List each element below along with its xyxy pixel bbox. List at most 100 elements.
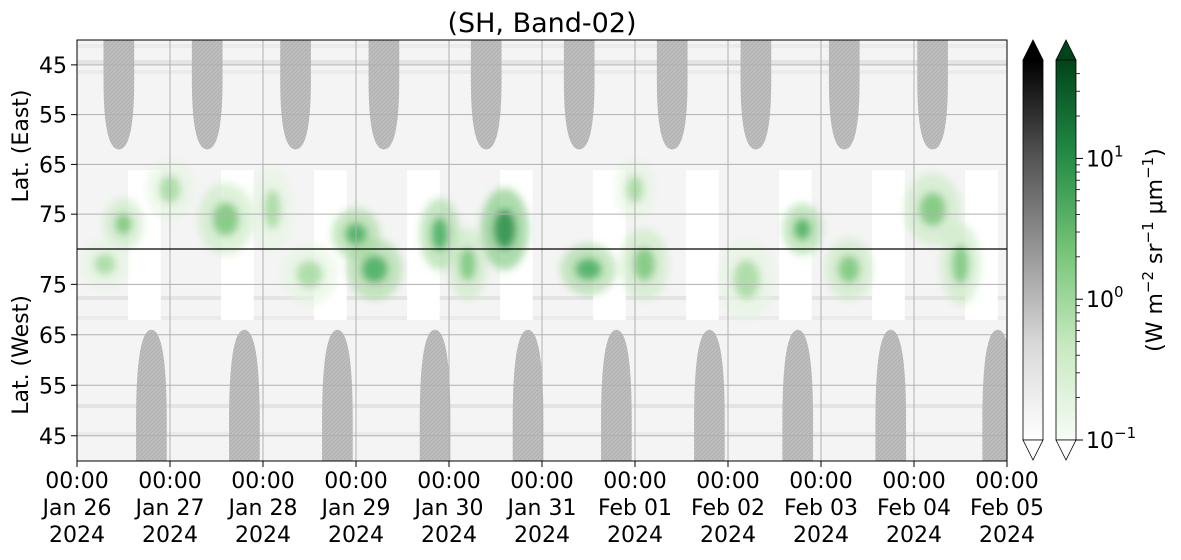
colorbar-green <box>1055 59 1077 441</box>
xtick-label-line: 2024 <box>700 523 756 548</box>
night-gap-east <box>368 40 400 150</box>
colorbar-extend-bottom <box>1055 439 1077 461</box>
xtick-label: 00:00 Feb 04 2024 <box>877 469 951 548</box>
xtick-label-line: Feb 03 <box>784 496 858 521</box>
y-axis: 45 55 65 75 75 65 55 45 <box>39 54 77 450</box>
xtick-label: 00:00 Jan 27 2024 <box>134 469 205 548</box>
night-gap-west <box>694 329 725 461</box>
cbar-label-exp2: −1 <box>1139 221 1157 243</box>
xtick-label-line: 00:00 <box>324 469 387 494</box>
xtick-label-line: 2024 <box>49 523 105 548</box>
night-gap-east <box>917 40 948 150</box>
cbar-label-prefix: (W m <box>1143 293 1168 352</box>
colorbars: 101 100 10−1 <box>1022 39 1136 461</box>
xtick-label: 00:00 Feb 05 2024 <box>970 469 1044 548</box>
xtick-label-line: Jan 28 <box>227 496 298 521</box>
xtick-label-line: 2024 <box>979 523 1035 548</box>
colorbar-extend-top <box>1055 39 1077 61</box>
ytick-label: 65 <box>39 153 67 178</box>
green-patch <box>919 192 946 226</box>
cbar-label-suffix: ) <box>1143 148 1168 157</box>
xtick-label-line: Jan 29 <box>320 496 391 521</box>
night-gap-west <box>982 329 1007 461</box>
chart-title: (SH, Band-02) <box>447 8 636 39</box>
xtick-label: 00:00 Jan 28 2024 <box>227 469 298 548</box>
green-patch <box>296 260 323 289</box>
xtick-label-line: 00:00 <box>510 469 573 494</box>
night-gap-east <box>470 40 502 150</box>
xtick-label-line: 00:00 <box>975 469 1038 494</box>
grid-lines <box>77 40 1007 461</box>
ytick-label: 55 <box>39 104 67 129</box>
xtick-label-line: 00:00 <box>882 469 945 494</box>
colorbar-label: (W m−2 sr−1 μm−1) <box>1139 148 1168 352</box>
green-patch <box>794 218 811 240</box>
xtick-label-line: Feb 01 <box>598 496 672 521</box>
night-gap-west <box>512 329 544 461</box>
xtick-label-line: 2024 <box>328 523 384 548</box>
xtick-label-line: Feb 05 <box>970 496 1044 521</box>
green-patch <box>459 247 476 281</box>
xtick-label-line: 00:00 <box>696 469 759 494</box>
night-gap-east <box>280 40 311 150</box>
xtick-label-line: Feb 02 <box>691 496 765 521</box>
xtick-label-line: Jan 30 <box>413 496 484 521</box>
xtick-label-line: 00:00 <box>138 469 201 494</box>
cbar-label-exp1: −2 <box>1139 271 1157 293</box>
night-gap-west <box>322 329 353 461</box>
xtick-label-line: 00:00 <box>789 469 852 494</box>
xtick-label: 00:00 Jan 26 2024 <box>41 469 112 548</box>
green-patch <box>633 247 656 281</box>
green-patches <box>80 158 981 321</box>
plot-area <box>77 40 1007 461</box>
night-gap-east <box>828 40 860 150</box>
xtick-label: 00:00 Feb 01 2024 <box>598 469 672 548</box>
ylabel-west: Lat. (West) <box>9 295 34 415</box>
night-gap-west <box>601 329 632 461</box>
xtick-label-line: 2024 <box>793 523 849 548</box>
green-patch <box>838 255 860 283</box>
night-gap-west <box>136 329 167 461</box>
ytick-label: 55 <box>39 374 67 399</box>
xtick-label-line: 2024 <box>886 523 942 548</box>
colorbar-tick-label: 100 <box>1086 283 1124 313</box>
colorbar-tick-label: 10−1 <box>1086 424 1136 454</box>
xtick-label-line: Feb 04 <box>877 496 951 521</box>
green-patch <box>494 209 516 249</box>
night-gap-east <box>191 40 223 150</box>
xtick-label-line: 2024 <box>142 523 198 548</box>
night-gap-west <box>229 329 260 461</box>
green-patch <box>94 253 116 275</box>
colorbar-extend-bottom <box>1022 439 1044 461</box>
night-gap-east <box>656 40 688 150</box>
xtick-label: 00:00 Jan 29 2024 <box>320 469 391 548</box>
xtick-label-line: 2024 <box>607 523 663 548</box>
green-patch <box>431 217 449 251</box>
night-gap-west <box>782 329 814 461</box>
green-patch <box>212 202 239 236</box>
colorbar-extend-top <box>1022 39 1044 61</box>
cbar-label-mid1: sr <box>1143 242 1168 270</box>
ytick-label: 45 <box>39 54 67 79</box>
ytick-label: 75 <box>39 203 67 228</box>
xtick-label: 00:00 Feb 02 2024 <box>691 469 765 548</box>
xtick-label-line: 00:00 <box>231 469 294 494</box>
night-gaps <box>103 40 1007 461</box>
clear-region <box>686 170 719 320</box>
xtick-label-line: Jan 27 <box>134 496 205 521</box>
green-patch <box>263 189 281 229</box>
xtick-label-line: 2024 <box>514 523 570 548</box>
xtick-label-line: Jan 26 <box>41 496 112 521</box>
ylabel-east: Lat. (East) <box>9 90 34 203</box>
ytick-label: 65 <box>39 324 67 349</box>
ytick-label: 45 <box>39 425 67 450</box>
ytick-label: 75 <box>39 273 67 298</box>
night-gap-west <box>875 329 907 461</box>
xtick-label-line: 00:00 <box>417 469 480 494</box>
xtick-label-line: 00:00 <box>603 469 666 494</box>
xtick-label: 00:00 Feb 03 2024 <box>784 469 858 548</box>
xtick-label: 00:00 Jan 30 2024 <box>413 469 484 548</box>
clear-region <box>872 170 905 320</box>
